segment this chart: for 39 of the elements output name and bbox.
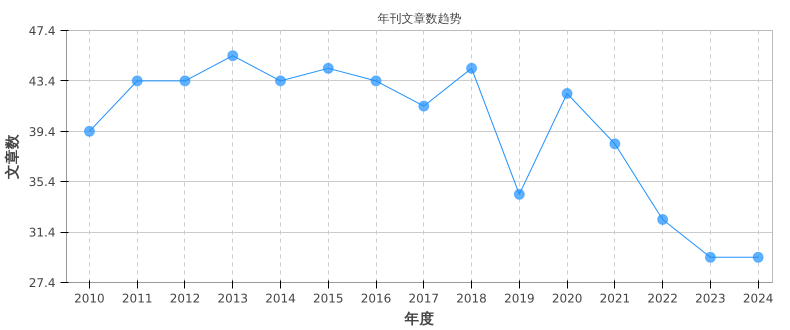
point [132, 75, 143, 86]
x-tick-label: 2020 [552, 292, 582, 306]
point [227, 50, 238, 62]
y-axis-title: 文章数 [2, 133, 21, 180]
point [418, 100, 430, 112]
chart-title: 年刊文章数趋势 [378, 12, 462, 26]
x-tick-label: 2015 [312, 292, 344, 306]
point [657, 214, 668, 225]
y-tick-label: 31.4 [28, 226, 56, 240]
x-tick-label: 2023 [695, 292, 726, 306]
point [704, 252, 716, 263]
x-tick-label: 2024 [742, 292, 774, 306]
x-axis-title: 年度 [404, 310, 434, 328]
y-tick-label: 43.4 [28, 74, 56, 88]
x-tick-label: 2018 [456, 292, 487, 306]
x-tick-label: 2010 [74, 292, 105, 306]
x-tick-label: 2021 [600, 292, 630, 306]
x-tick-label: 2017 [408, 292, 440, 306]
point [322, 62, 334, 74]
point [609, 138, 620, 150]
x-tick-label: 2016 [360, 292, 392, 306]
x-tick-label: 2014 [265, 292, 296, 306]
point [274, 75, 286, 86]
y-tick-label: 27.4 [28, 276, 56, 290]
x-tick-label: 2011 [122, 292, 152, 306]
point [752, 252, 764, 263]
point [514, 188, 525, 200]
y-tick-label: 47.4 [28, 24, 56, 38]
y-tick-label: 35.4 [28, 175, 56, 190]
point [179, 75, 190, 86]
x-tick-label: 2012 [170, 292, 200, 306]
x-tick-label: 2013 [217, 292, 248, 306]
x-tick-label: 2019 [504, 292, 535, 306]
y-tick-label: 39.4 [28, 124, 56, 139]
point [370, 75, 382, 86]
x-tick-label: 2022 [647, 292, 678, 306]
point [84, 126, 95, 137]
point [562, 88, 573, 99]
point [466, 62, 478, 74]
